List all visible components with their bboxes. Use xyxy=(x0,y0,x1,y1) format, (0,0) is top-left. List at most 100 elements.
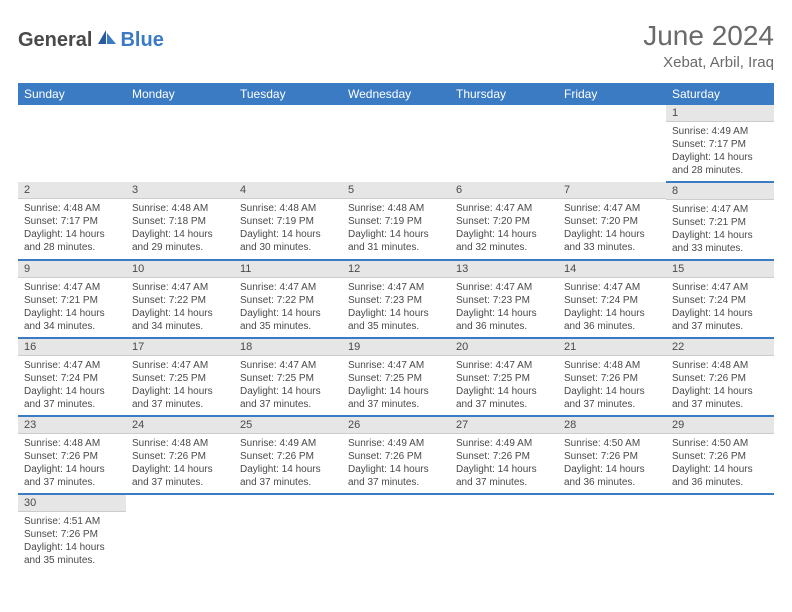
header: General Blue June 2024 Xebat, Arbil, Ira… xyxy=(18,20,774,71)
day-content: Sunrise: 4:47 AMSunset: 7:21 PMDaylight:… xyxy=(18,278,126,337)
sunset-text: Sunset: 7:25 PM xyxy=(348,372,444,385)
daylight-text: Daylight: 14 hours and 37 minutes. xyxy=(240,385,336,411)
daylight-text: Daylight: 14 hours and 37 minutes. xyxy=(348,463,444,489)
logo: General Blue xyxy=(18,28,164,53)
sunrise-text: Sunrise: 4:47 AM xyxy=(348,359,444,372)
day-cell-24: 24Sunrise: 4:48 AMSunset: 7:26 PMDayligh… xyxy=(126,416,234,494)
day-number: 17 xyxy=(126,339,234,356)
day-content: Sunrise: 4:47 AMSunset: 7:20 PMDaylight:… xyxy=(450,199,558,258)
sunset-text: Sunset: 7:21 PM xyxy=(672,216,768,229)
day-cell-26: 26Sunrise: 4:49 AMSunset: 7:26 PMDayligh… xyxy=(342,416,450,494)
day-header-tuesday: Tuesday xyxy=(234,83,342,105)
day-number: 11 xyxy=(234,261,342,278)
sunrise-text: Sunrise: 4:49 AM xyxy=(672,125,768,138)
day-cell-14: 14Sunrise: 4:47 AMSunset: 7:24 PMDayligh… xyxy=(558,260,666,338)
sunset-text: Sunset: 7:22 PM xyxy=(132,294,228,307)
sunset-text: Sunset: 7:25 PM xyxy=(240,372,336,385)
week-row: 2Sunrise: 4:48 AMSunset: 7:17 PMDaylight… xyxy=(18,182,774,260)
sunrise-text: Sunrise: 4:48 AM xyxy=(132,202,228,215)
day-content: Sunrise: 4:48 AMSunset: 7:19 PMDaylight:… xyxy=(342,199,450,258)
sunrise-text: Sunrise: 4:47 AM xyxy=(456,359,552,372)
day-content: Sunrise: 4:48 AMSunset: 7:17 PMDaylight:… xyxy=(18,199,126,258)
daylight-text: Daylight: 14 hours and 37 minutes. xyxy=(456,385,552,411)
daylight-text: Daylight: 14 hours and 34 minutes. xyxy=(24,307,120,333)
day-content: Sunrise: 4:48 AMSunset: 7:18 PMDaylight:… xyxy=(126,199,234,258)
day-number: 9 xyxy=(18,261,126,278)
day-content: Sunrise: 4:47 AMSunset: 7:24 PMDaylight:… xyxy=(666,278,774,337)
daylight-text: Daylight: 14 hours and 37 minutes. xyxy=(240,463,336,489)
day-number: 14 xyxy=(558,261,666,278)
day-number: 21 xyxy=(558,339,666,356)
empty-cell xyxy=(342,105,450,182)
sunrise-text: Sunrise: 4:47 AM xyxy=(564,281,660,294)
sunrise-text: Sunrise: 4:47 AM xyxy=(672,281,768,294)
week-row: 9Sunrise: 4:47 AMSunset: 7:21 PMDaylight… xyxy=(18,260,774,338)
sunset-text: Sunset: 7:26 PM xyxy=(564,372,660,385)
sunrise-text: Sunrise: 4:49 AM xyxy=(348,437,444,450)
daylight-text: Daylight: 14 hours and 35 minutes. xyxy=(24,541,120,567)
sunset-text: Sunset: 7:26 PM xyxy=(348,450,444,463)
day-content: Sunrise: 4:47 AMSunset: 7:22 PMDaylight:… xyxy=(234,278,342,337)
daylight-text: Daylight: 14 hours and 36 minutes. xyxy=(672,463,768,489)
empty-cell xyxy=(126,105,234,182)
day-number: 10 xyxy=(126,261,234,278)
daylight-text: Daylight: 14 hours and 37 minutes. xyxy=(24,385,120,411)
location: Xebat, Arbil, Iraq xyxy=(643,54,774,71)
daylight-text: Daylight: 14 hours and 29 minutes. xyxy=(132,228,228,254)
day-cell-27: 27Sunrise: 4:49 AMSunset: 7:26 PMDayligh… xyxy=(450,416,558,494)
day-cell-30: 30Sunrise: 4:51 AMSunset: 7:26 PMDayligh… xyxy=(18,494,126,571)
day-cell-2: 2Sunrise: 4:48 AMSunset: 7:17 PMDaylight… xyxy=(18,182,126,260)
day-content: Sunrise: 4:47 AMSunset: 7:25 PMDaylight:… xyxy=(234,356,342,415)
day-cell-22: 22Sunrise: 4:48 AMSunset: 7:26 PMDayligh… xyxy=(666,338,774,416)
month-title: June 2024 xyxy=(643,20,774,52)
sunset-text: Sunset: 7:20 PM xyxy=(456,215,552,228)
day-content: Sunrise: 4:47 AMSunset: 7:22 PMDaylight:… xyxy=(126,278,234,337)
sunrise-text: Sunrise: 4:48 AM xyxy=(672,359,768,372)
sunset-text: Sunset: 7:24 PM xyxy=(24,372,120,385)
sunrise-text: Sunrise: 4:47 AM xyxy=(132,281,228,294)
daylight-text: Daylight: 14 hours and 37 minutes. xyxy=(348,385,444,411)
daylight-text: Daylight: 14 hours and 33 minutes. xyxy=(564,228,660,254)
logo-text-general: General xyxy=(18,29,92,52)
daylight-text: Daylight: 14 hours and 37 minutes. xyxy=(672,385,768,411)
day-number: 28 xyxy=(558,417,666,434)
sunset-text: Sunset: 7:26 PM xyxy=(240,450,336,463)
day-number: 30 xyxy=(18,495,126,512)
sunrise-text: Sunrise: 4:47 AM xyxy=(240,281,336,294)
sunset-text: Sunset: 7:23 PM xyxy=(348,294,444,307)
empty-cell xyxy=(342,494,450,571)
day-cell-5: 5Sunrise: 4:48 AMSunset: 7:19 PMDaylight… xyxy=(342,182,450,260)
day-content: Sunrise: 4:50 AMSunset: 7:26 PMDaylight:… xyxy=(666,434,774,493)
week-row: 16Sunrise: 4:47 AMSunset: 7:24 PMDayligh… xyxy=(18,338,774,416)
sunset-text: Sunset: 7:25 PM xyxy=(456,372,552,385)
week-row: 30Sunrise: 4:51 AMSunset: 7:26 PMDayligh… xyxy=(18,494,774,571)
day-number: 18 xyxy=(234,339,342,356)
day-number: 29 xyxy=(666,417,774,434)
day-cell-11: 11Sunrise: 4:47 AMSunset: 7:22 PMDayligh… xyxy=(234,260,342,338)
day-number: 2 xyxy=(18,182,126,199)
day-number: 1 xyxy=(666,105,774,122)
day-number: 27 xyxy=(450,417,558,434)
day-number: 25 xyxy=(234,417,342,434)
day-cell-21: 21Sunrise: 4:48 AMSunset: 7:26 PMDayligh… xyxy=(558,338,666,416)
daylight-text: Daylight: 14 hours and 35 minutes. xyxy=(348,307,444,333)
daylight-text: Daylight: 14 hours and 37 minutes. xyxy=(132,385,228,411)
empty-cell xyxy=(234,105,342,182)
sunset-text: Sunset: 7:26 PM xyxy=(564,450,660,463)
day-number: 6 xyxy=(450,182,558,199)
calendar-table: SundayMondayTuesdayWednesdayThursdayFrid… xyxy=(18,83,774,571)
day-cell-10: 10Sunrise: 4:47 AMSunset: 7:22 PMDayligh… xyxy=(126,260,234,338)
empty-cell xyxy=(126,494,234,571)
week-row: 23Sunrise: 4:48 AMSunset: 7:26 PMDayligh… xyxy=(18,416,774,494)
day-number: 20 xyxy=(450,339,558,356)
day-content: Sunrise: 4:47 AMSunset: 7:24 PMDaylight:… xyxy=(18,356,126,415)
sunset-text: Sunset: 7:26 PM xyxy=(132,450,228,463)
day-cell-19: 19 Sunrise: 4:47 AMSunset: 7:25 PMDayligh… xyxy=(342,338,450,416)
day-number: 19 xyxy=(342,339,450,356)
day-cell-15: 15Sunrise: 4:47 AMSunset: 7:24 PMDayligh… xyxy=(666,260,774,338)
day-number: 16 xyxy=(18,339,126,356)
sunset-text: Sunset: 7:25 PM xyxy=(132,372,228,385)
empty-cell xyxy=(450,105,558,182)
day-number: 13 xyxy=(450,261,558,278)
calendar-body: 1Sunrise: 4:49 AMSunset: 7:17 PMDaylight… xyxy=(18,105,774,571)
